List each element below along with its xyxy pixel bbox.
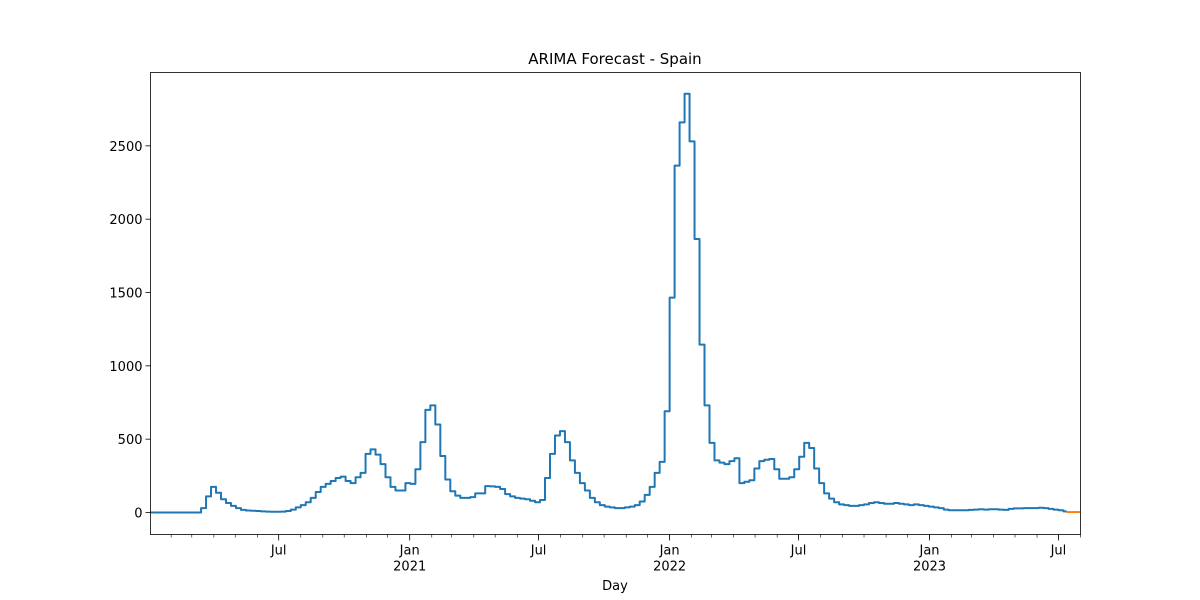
x-tick-year-label: 2021	[393, 560, 426, 575]
x-tick-label: Jan	[399, 544, 420, 559]
x-tick-year-label: 2022	[653, 560, 686, 575]
y-tick-label: 2000	[109, 213, 142, 228]
plot-frame	[150, 72, 1081, 535]
x-axis-label: Day	[602, 579, 628, 594]
y-axis: 0 500 1000 1500 2000 2500	[109, 140, 151, 522]
series-line-observed	[150, 92, 1068, 514]
y-tick-label: 500	[118, 433, 143, 448]
chart-title: ARIMA Forecast - Spain	[528, 50, 701, 68]
x-tick-year-label: 2023	[913, 560, 946, 575]
y-tick-label: 0	[134, 507, 142, 522]
y-tick-label: 1500	[109, 287, 142, 302]
y-tick-label: 2500	[109, 140, 142, 155]
x-tick-label: Jul	[270, 544, 287, 559]
x-tick-label: Jan	[919, 544, 940, 559]
plot-series	[150, 92, 1081, 514]
x-tick-label: Jul	[790, 544, 807, 559]
x-tick-label: Jan	[659, 544, 680, 559]
y-tick-label: 1000	[109, 360, 142, 375]
x-tick-label: Jul	[1050, 544, 1067, 559]
x-tick-label: Jul	[530, 544, 547, 559]
